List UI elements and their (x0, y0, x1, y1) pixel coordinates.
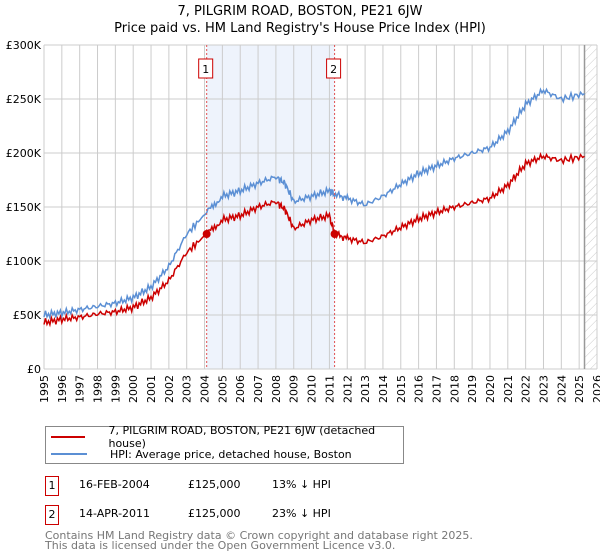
series-line (43, 87, 585, 321)
x-tick-label: 2000 (127, 375, 140, 403)
y-tick-label: £50K (13, 309, 42, 322)
transaction-hpi-delta: 23% ↓ HPI (272, 507, 331, 520)
x-tick-label: 1997 (74, 375, 87, 403)
x-tick-label: 2023 (537, 375, 550, 403)
transaction-price: £125,000 (188, 478, 241, 491)
x-tick-label: 2016 (413, 375, 426, 403)
legend-swatch-red (51, 436, 86, 438)
x-tick-label: 2010 (306, 375, 319, 403)
transaction-date: 14-APR-2011 (79, 507, 151, 520)
series-line (43, 151, 585, 328)
x-tick-label: 2006 (234, 375, 247, 403)
x-tick-label: 2001 (145, 375, 158, 403)
y-tick-label: £150K (6, 201, 42, 214)
legend-item-property: 7, PILGRIM ROAD, BOSTON, PE21 6JW (detac… (46, 424, 403, 450)
y-tick-label: £100K (6, 255, 42, 268)
sale-point (202, 230, 211, 238)
x-tick-label: 2004 (199, 375, 212, 403)
transaction-hpi-delta: 13% ↓ HPI (272, 478, 331, 491)
legend: 7, PILGRIM ROAD, BOSTON, PE21 6JW (detac… (45, 424, 404, 464)
transaction-price: £125,000 (188, 507, 241, 520)
x-tick-label: 2014 (377, 375, 390, 403)
x-tick-label: 2021 (502, 375, 515, 403)
sale-badge-label: 1 (202, 63, 209, 76)
x-tick-label: 2025 (573, 375, 586, 403)
price-chart: 1995 1996 1997 1998 1999 2000 2001 2002 2003 2004… (6, 39, 600, 403)
y-tick-label: £200K (6, 147, 42, 160)
x-tick-label: 2017 (430, 375, 443, 403)
footer: Contains HM Land Registry data © Crown c… (45, 529, 473, 552)
x-tick-label: 1999 (109, 375, 122, 403)
x-tick-label: 2013 (359, 375, 372, 403)
x-tick-label: 2005 (216, 375, 229, 403)
x-tick-label: 2020 (484, 375, 497, 403)
y-tick-label: £300K (6, 39, 42, 52)
legend-item-hpi: HPI: Average price, detached house, Bost… (46, 446, 352, 462)
x-tick-label: 1998 (92, 375, 105, 403)
legend-swatch-blue (51, 453, 87, 455)
sale-badge (198, 58, 214, 79)
sale-point (330, 230, 339, 238)
x-tick-label: 2019 (466, 375, 479, 403)
transaction-badge: 2 (45, 505, 59, 525)
footer-line: This data is licensed under the Open Gov… (45, 539, 396, 552)
x-tick-label: 2002 (163, 375, 176, 403)
x-tick-label: 2022 (520, 375, 533, 403)
y-tick-label: £250K (6, 93, 42, 106)
x-tick-label: 2007 (252, 375, 265, 403)
x-tick-label: 2018 (448, 375, 461, 403)
footer-line: Contains HM Land Registry data © Crown c… (45, 529, 473, 542)
transaction-badge: 1 (45, 476, 59, 496)
x-tick-label: 1995 (38, 375, 51, 403)
x-tick-label: 2008 (270, 375, 283, 403)
legend-label: 7, PILGRIM ROAD, BOSTON, PE21 6JW (detac… (108, 424, 376, 450)
x-tick-label: 2011 (323, 375, 336, 403)
x-tick-label: 2009 (288, 375, 301, 403)
x-tick-label: 1996 (56, 375, 69, 403)
sale-badge (326, 58, 342, 79)
chart-subtitle: Price paid vs. HM Land Registry's House … (114, 21, 486, 36)
x-tick-label: 2003 (181, 375, 194, 403)
x-tick-label: 2012 (341, 375, 354, 403)
transaction-date: 16-FEB-2004 (79, 478, 150, 491)
chart-title: 7, PILGRIM ROAD, BOSTON, PE21 6JW (177, 4, 423, 19)
x-tick-label: 2024 (555, 375, 568, 403)
x-tick-label: 2026 (591, 375, 600, 403)
y-tick-label: £0 (27, 363, 41, 376)
x-tick-label: 2015 (395, 375, 408, 403)
legend-label: HPI: Average price, detached house, Bost… (110, 447, 352, 461)
sale-badge-label: 2 (330, 63, 337, 76)
